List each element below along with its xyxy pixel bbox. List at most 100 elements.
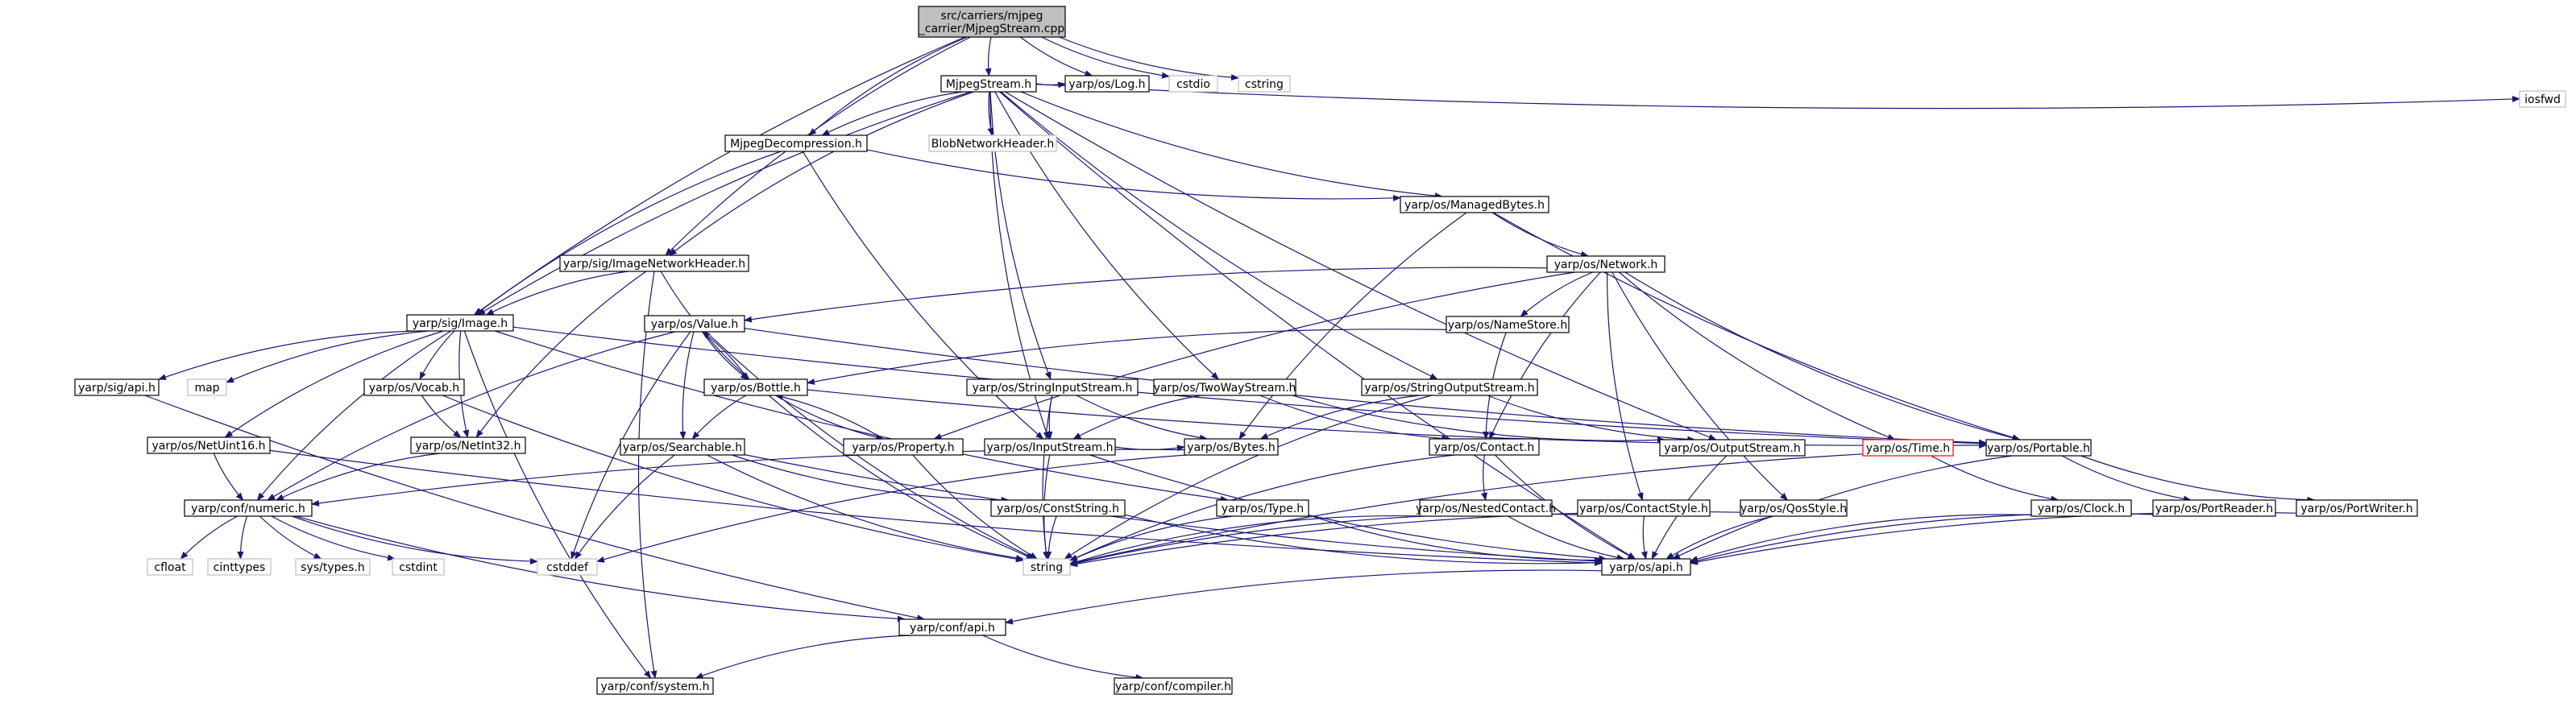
node-type[interactable]: yarp/os/Type.h <box>1216 499 1309 517</box>
edge-nestedcontact-to-osapi <box>1508 515 1625 561</box>
node-mjpegstream[interactable]: MjpegStream.h <box>940 75 1037 93</box>
edge-stringoutput-to-outputstream <box>1487 395 1696 443</box>
node-nestedcontact-label: yarp/os/NestedContact.h <box>1416 502 1556 515</box>
node-qosstyle[interactable]: yarp/os/QosStyle.h <box>1740 499 1848 517</box>
edge-vocab-to-netint32 <box>421 395 462 438</box>
node-string-label: string <box>1031 561 1063 574</box>
node-bytes[interactable]: yarp/os/Bytes.h <box>1184 438 1279 456</box>
node-network[interactable]: yarp/os/Network.h <box>1546 255 1665 273</box>
node-twoway-label: yarp/os/TwoWayStream.h <box>1154 382 1296 395</box>
edge-imagenetheader-to-system <box>637 271 657 679</box>
node-compiler[interactable]: yarp/conf/compiler.h <box>1114 677 1233 695</box>
node-cinttypes: cinttypes <box>207 558 272 576</box>
edge-qosstyle-to-osapi <box>1665 515 1774 560</box>
edge-network-to-portable <box>1624 271 2021 441</box>
edge-time-to-string <box>1069 453 1864 565</box>
node-bytes-label: yarp/os/Bytes.h <box>1187 441 1275 454</box>
node-time-label: yarp/os/Time.h <box>1866 442 1950 455</box>
node-mjpegdecomp-label: MjpegDecompression.h <box>730 138 862 151</box>
edge-managedbytes-to-network <box>1491 212 1589 258</box>
node-blobnet-box <box>928 134 1057 152</box>
edge-type-to-string <box>1069 515 1234 561</box>
edge-network-to-namestore <box>1520 271 1593 317</box>
node-log-label: yarp/os/Log.h <box>1068 78 1145 91</box>
node-portwriter[interactable]: yarp/os/PortWriter.h <box>2296 499 2418 517</box>
edge-bytes-to-cstddef <box>596 454 1187 563</box>
edge-contactstyle-to-osapi <box>1641 515 1648 560</box>
node-qosstyle-label: yarp/os/QosStyle.h <box>1740 502 1847 515</box>
node-stringinput[interactable]: yarp/os/StringInputStream.h <box>966 378 1139 396</box>
node-root[interactable]: src/carriers/mjpeg_carrier/MjpegStream.c… <box>918 6 1066 38</box>
edge-time-to-clock <box>1931 455 2060 502</box>
node-confapi-box <box>898 618 1006 636</box>
node-managedbytes-box <box>1400 196 1549 213</box>
node-bytes-box <box>1184 438 1279 456</box>
node-outputstream-box <box>1659 439 1806 457</box>
node-imagenetheader[interactable]: yarp/sig/ImageNetworkHeader.h <box>559 254 749 272</box>
node-netuint16[interactable]: yarp/os/NetUint16.h <box>147 436 271 454</box>
node-qosstyle-box <box>1740 499 1848 517</box>
node-osapi[interactable]: yarp/os/api.h <box>1601 558 1691 576</box>
edge-bottle-to-value <box>701 331 749 380</box>
node-systypes-box <box>295 558 371 576</box>
node-namestore[interactable]: yarp/os/NameStore.h <box>1446 316 1570 333</box>
node-cstdio-label: cstdio <box>1176 78 1210 91</box>
node-cfloat-label: cfloat <box>154 561 186 574</box>
node-property[interactable]: yarp/os/Property.h <box>843 438 964 456</box>
node-mjpegdecomp[interactable]: MjpegDecompression.h <box>724 134 868 152</box>
node-log[interactable]: yarp/os/Log.h <box>1064 75 1150 93</box>
node-time[interactable]: yarp/os/Time.h <box>1862 439 1954 457</box>
node-searchable[interactable]: yarp/os/Searchable.h <box>620 438 745 456</box>
node-map-label: map <box>194 382 219 395</box>
node-bottle[interactable]: yarp/os/Bottle.h <box>703 378 808 396</box>
node-contact[interactable]: yarp/os/Contact.h <box>1429 438 1540 456</box>
node-inputstream[interactable]: yarp/os/InputStream.h <box>984 438 1116 456</box>
edge-mjpegstream-to-osapi <box>999 91 1636 560</box>
node-cstdio-box <box>1168 75 1218 93</box>
node-stringoutput[interactable]: yarp/os/StringOutputStream.h <box>1361 378 1538 396</box>
node-netint32[interactable]: yarp/os/NetInt32.h <box>410 436 526 454</box>
node-netuint16-box <box>147 436 271 454</box>
node-clock[interactable]: yarp/os/Clock.h <box>2031 499 2132 517</box>
node-vocab-label: yarp/os/Vocab.h <box>369 382 459 395</box>
edge-bottle-to-property <box>775 395 885 440</box>
node-managedbytes[interactable]: yarp/os/ManagedBytes.h <box>1400 196 1549 213</box>
edge-mjpegstream-to-mjpegdecomp <box>821 91 963 136</box>
node-twoway[interactable]: yarp/os/TwoWayStream.h <box>1153 378 1296 396</box>
edge-value-to-string <box>706 331 1036 560</box>
node-iosfwd-box <box>2519 90 2566 108</box>
edge-value-to-searchable <box>679 331 695 440</box>
node-imagenetheader-box <box>559 254 749 272</box>
node-image[interactable]: yarp/sig/Image.h <box>406 314 514 332</box>
edge-managedbytes-to-portable <box>1492 212 2021 441</box>
node-systypes-label: sys/types.h <box>301 561 364 574</box>
node-outputstream[interactable]: yarp/os/OutputStream.h <box>1659 439 1806 457</box>
edge-root-to-mjpegstream <box>985 36 992 77</box>
node-confapi[interactable]: yarp/conf/api.h <box>898 618 1006 636</box>
node-contactstyle[interactable]: yarp/os/ContactStyle.h <box>1577 499 1711 517</box>
edge-root-to-cstdio <box>1041 36 1170 79</box>
edge-network-to-qosstyle <box>1612 271 1789 501</box>
node-stringinput-box <box>966 378 1139 396</box>
edge-searchable-to-conststring <box>732 454 1010 503</box>
node-value[interactable]: yarp/os/Value.h <box>644 315 745 333</box>
node-conststring[interactable]: yarp/os/ConstString.h <box>990 499 1126 517</box>
edge-namestore-to-bottle <box>807 329 1447 385</box>
edge-root-to-image <box>473 36 965 316</box>
node-cstring-label: cstring <box>1245 78 1284 91</box>
node-portable[interactable]: yarp/os/Portable.h <box>1985 439 2092 457</box>
node-cstdint-label: cstdint <box>399 561 438 574</box>
node-vocab[interactable]: yarp/os/Vocab.h <box>363 378 465 396</box>
node-system[interactable]: yarp/conf/system.h <box>596 677 714 695</box>
edge-numeric-to-cfloat <box>180 515 238 560</box>
node-sigapi[interactable]: yarp/sig/api.h <box>74 378 160 396</box>
node-numeric[interactable]: yarp/conf/numeric.h <box>184 499 313 517</box>
node-portable-label: yarp/os/Portable.h <box>1987 442 2090 455</box>
edge-contact-to-string <box>1069 454 1455 561</box>
node-root-box <box>918 6 1066 38</box>
node-nestedcontact[interactable]: yarp/os/NestedContact.h <box>1416 499 1556 517</box>
edge-netuint16-to-osapi <box>269 449 1603 566</box>
edge-mjpegdecomp-to-managedbytes <box>866 149 1401 201</box>
node-portreader[interactable]: yarp/os/PortReader.h <box>2152 499 2276 517</box>
edge-imagenetheader-to-image <box>485 271 628 316</box>
